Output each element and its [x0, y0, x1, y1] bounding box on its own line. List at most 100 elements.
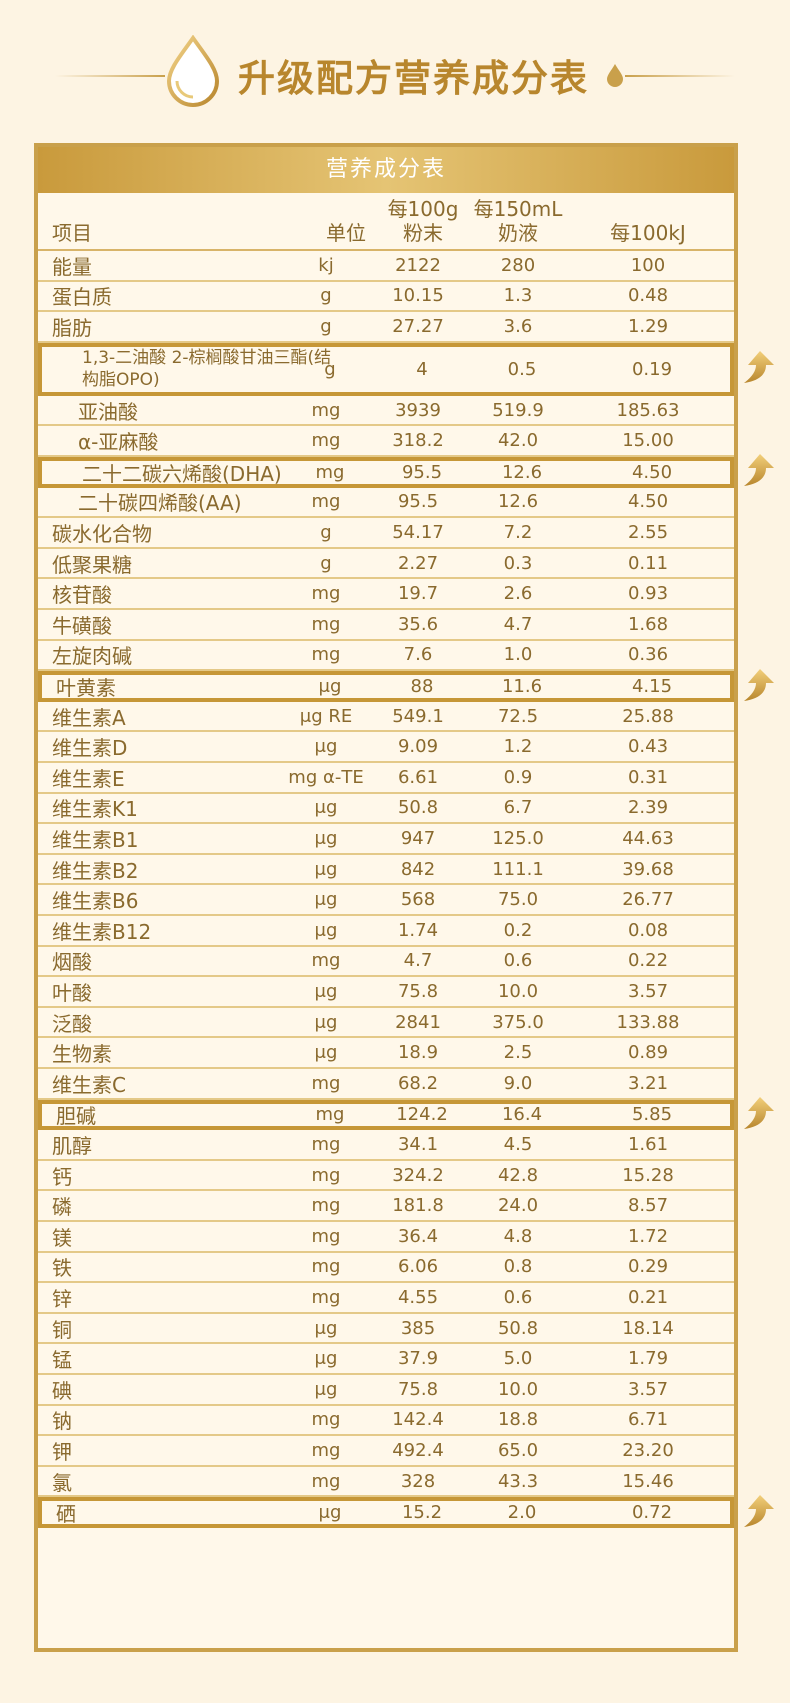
page-title: 升级配方营养成分表	[238, 57, 589, 100]
nutrient-name: 烟酸	[52, 950, 92, 975]
value-per-150ml: 50.8	[497, 1317, 539, 1339]
title-bar: 升级配方营养成分表	[0, 30, 790, 130]
value-per-100g: 15.2	[401, 1502, 443, 1524]
value-per-100kj: 5.85	[631, 1104, 673, 1126]
table-row: 维生素B6 μg 568 75.0 26.77	[38, 885, 734, 916]
nutrient-unit: mg	[311, 1256, 341, 1278]
value-per-100g: 19.7	[397, 583, 439, 605]
value-per-100kj: 1.29	[627, 315, 669, 337]
nutrient-name: 维生素A	[52, 705, 126, 730]
column-header-row: 项目 单位 每100g 粉末 每150mL 奶液 每100kJ	[38, 193, 734, 251]
nutrient-unit: mg	[311, 1470, 341, 1492]
value-per-100g: 34.1	[397, 1133, 439, 1155]
nutrient-unit: μg	[314, 1378, 338, 1400]
value-per-100g: 88	[410, 675, 434, 697]
table-row: 钾 mg 492.4 65.0 23.20	[38, 1436, 734, 1467]
nutrient-unit: mg	[311, 1164, 341, 1186]
value-per-100g: 10.15	[392, 285, 444, 307]
value-per-100g: 9.09	[397, 736, 439, 758]
table-row: 二十碳四烯酸(AA) mg 95.5 12.6 4.50	[38, 488, 734, 519]
value-per-100kj: 15.00	[622, 430, 674, 452]
value-per-100kj: 6.71	[627, 1409, 669, 1431]
value-per-100g: 75.8	[397, 980, 439, 1002]
value-per-100g: 68.2	[397, 1072, 439, 1094]
nutrient-unit: μg	[314, 1348, 338, 1370]
nutrient-name: 维生素E	[52, 766, 125, 791]
value-per-150ml: 0.5	[507, 358, 537, 380]
value-per-100g: 95.5	[401, 461, 443, 483]
value-per-100kj: 4.50	[627, 491, 669, 513]
value-per-150ml: 6.7	[503, 797, 533, 819]
nutrient-name: 泛酸	[52, 1011, 92, 1036]
table-row: 维生素D μg 9.09 1.2 0.43	[38, 732, 734, 763]
value-per-150ml: 10.0	[497, 1378, 539, 1400]
table-row: 烟酸 mg 4.7 0.6 0.22	[38, 947, 734, 978]
table-row: 氯 mg 328 43.3 15.46	[38, 1467, 734, 1498]
nutrient-name: 核苷酸	[52, 583, 112, 608]
nutrient-name: 左旋肉碱	[52, 644, 132, 669]
value-per-100kj: 0.21	[627, 1286, 669, 1308]
nutrient-name: 硒	[56, 1502, 76, 1527]
nutrient-unit: μg	[314, 980, 338, 1002]
value-per-150ml: 280	[500, 254, 536, 276]
col-liquid-line2: 奶液	[498, 221, 538, 245]
value-per-100kj: 1.61	[627, 1133, 669, 1155]
table-header: 营养成分表	[38, 147, 734, 193]
value-per-100kj: 8.57	[627, 1195, 669, 1217]
table-row: 钠 mg 142.4 18.8 6.71	[38, 1406, 734, 1437]
table-row: 叶酸 μg 75.8 10.0 3.57	[38, 977, 734, 1008]
value-per-100kj: 3.21	[627, 1072, 669, 1094]
table-row: 钙 mg 324.2 42.8 15.28	[38, 1161, 734, 1192]
table-row: 左旋肉碱 mg 7.6 1.0 0.36	[38, 641, 734, 672]
value-per-100g: 6.06	[397, 1256, 439, 1278]
col-powder-line2: 粉末	[403, 221, 443, 245]
nutrient-unit: μg	[314, 736, 338, 758]
value-per-100kj: 0.72	[631, 1502, 673, 1524]
value-per-100kj: 0.29	[627, 1256, 669, 1278]
value-per-150ml: 1.2	[503, 736, 533, 758]
nutrient-unit: mg	[311, 1225, 341, 1247]
value-per-150ml: 43.3	[497, 1470, 539, 1492]
value-per-100g: 4.55	[397, 1286, 439, 1308]
value-per-100g: 4	[416, 358, 428, 380]
value-per-100g: 6.61	[397, 766, 439, 788]
value-per-100g: 2841	[395, 1011, 441, 1033]
value-per-100kj: 3.57	[627, 1378, 669, 1400]
value-per-150ml: 2.0	[507, 1502, 537, 1524]
value-per-100g: 549.1	[392, 705, 444, 727]
nutrient-unit: g	[320, 285, 332, 307]
nutrient-name: 碳水化合物	[52, 521, 152, 546]
value-per-150ml: 9.0	[503, 1072, 533, 1094]
value-per-150ml: 42.0	[497, 430, 539, 452]
nutrient-unit: mg	[311, 1133, 341, 1155]
table-row: 铁 mg 6.06 0.8 0.29	[38, 1253, 734, 1284]
upgrade-arrow-icon	[744, 668, 774, 701]
value-per-100kj: 100	[630, 254, 666, 276]
nutrient-unit: μg	[318, 1502, 342, 1524]
table-row: α-亚麻酸 mg 318.2 42.0 15.00	[38, 426, 734, 457]
value-per-150ml: 125.0	[492, 827, 544, 849]
col-powder-line1: 每100g	[387, 197, 459, 221]
table-row: 碘 μg 75.8 10.0 3.57	[38, 1375, 734, 1406]
value-per-100kj: 1.68	[627, 613, 669, 635]
nutrient-name: 维生素B6	[52, 889, 139, 914]
table-row: 叶黄素 μg 88 11.6 4.15	[38, 671, 734, 702]
nutrient-name: 亚油酸	[78, 399, 138, 424]
nutrient-unit: μg	[314, 1317, 338, 1339]
table-row: 脂肪 g 27.27 3.6 1.29	[38, 312, 734, 343]
table-row: 维生素E mg α-TE 6.61 0.9 0.31	[38, 763, 734, 794]
value-per-150ml: 0.9	[503, 766, 533, 788]
table-row: 肌醇 mg 34.1 4.5 1.61	[38, 1130, 734, 1161]
value-per-150ml: 0.3	[503, 552, 533, 574]
value-per-150ml: 0.6	[503, 1286, 533, 1308]
value-per-150ml: 0.2	[503, 919, 533, 941]
nutrient-name: 氯	[52, 1470, 72, 1495]
value-per-100kj: 44.63	[622, 827, 674, 849]
value-per-150ml: 3.6	[503, 315, 533, 337]
nutrient-name: 牛磺酸	[52, 613, 112, 638]
value-per-100g: 2.27	[397, 552, 439, 574]
value-per-100g: 75.8	[397, 1378, 439, 1400]
value-per-100kj: 2.55	[627, 521, 669, 543]
value-per-150ml: 18.8	[497, 1409, 539, 1431]
value-per-150ml: 0.8	[503, 1256, 533, 1278]
